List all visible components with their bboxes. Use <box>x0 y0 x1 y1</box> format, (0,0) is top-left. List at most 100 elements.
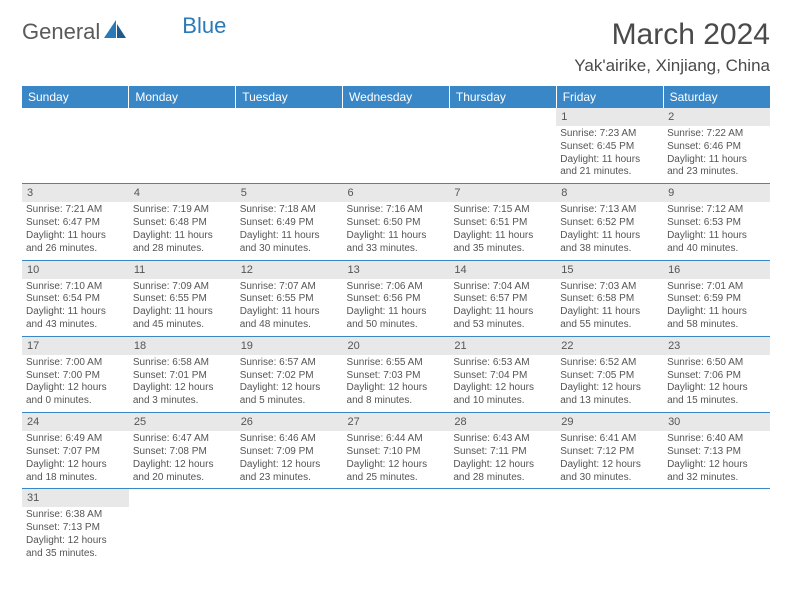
day-info: Sunrise: 6:57 AMSunset: 7:02 PMDaylight:… <box>240 357 339 408</box>
calendar-table: SundayMondayTuesdayWednesdayThursdayFrid… <box>22 86 770 565</box>
day-info: Sunrise: 7:01 AMSunset: 6:59 PMDaylight:… <box>667 281 766 332</box>
weekday-header: Monday <box>129 86 236 108</box>
day-number: 14 <box>449 261 556 279</box>
day-info: Sunrise: 6:47 AMSunset: 7:08 PMDaylight:… <box>133 433 232 484</box>
sunset-line: Sunset: 7:09 PM <box>240 446 339 459</box>
daylight-line: Daylight: 11 hours and 50 minutes. <box>347 306 446 332</box>
sunrise-line: Sunrise: 7:22 AM <box>667 128 766 141</box>
daylight-line: Daylight: 12 hours and 3 minutes. <box>133 382 232 408</box>
sunset-line: Sunset: 7:05 PM <box>560 370 659 383</box>
day-number: 29 <box>556 413 663 431</box>
sunset-line: Sunset: 7:12 PM <box>560 446 659 459</box>
sunrise-line: Sunrise: 6:57 AM <box>240 357 339 370</box>
day-info: Sunrise: 7:12 AMSunset: 6:53 PMDaylight:… <box>667 204 766 255</box>
calendar-day-cell: 29 Sunrise: 6:41 AMSunset: 7:12 PMDayligh… <box>556 413 663 489</box>
day-info: Sunrise: 6:41 AMSunset: 7:12 PMDaylight:… <box>560 433 659 484</box>
calendar-day-cell: 1Sunrise: 7:23 AMSunset: 6:45 PMDaylight… <box>556 108 663 184</box>
sunset-line: Sunset: 6:48 PM <box>133 217 232 230</box>
weekday-header: Saturday <box>663 86 770 108</box>
sunset-line: Sunset: 6:46 PM <box>667 141 766 154</box>
day-number: 19 <box>236 337 343 355</box>
daylight-line: Daylight: 12 hours and 20 minutes. <box>133 459 232 485</box>
sunrise-line: Sunrise: 6:46 AM <box>240 433 339 446</box>
calendar-empty-cell <box>556 489 663 565</box>
calendar-day-cell: 4Sunrise: 7:19 AMSunset: 6:48 PMDaylight… <box>129 184 236 260</box>
daylight-line: Daylight: 11 hours and 38 minutes. <box>560 230 659 256</box>
sunrise-line: Sunrise: 7:07 AM <box>240 281 339 294</box>
day-info: Sunrise: 6:40 AMSunset: 7:13 PMDaylight:… <box>667 433 766 484</box>
day-info: Sunrise: 7:10 AMSunset: 6:54 PMDaylight:… <box>26 281 125 332</box>
day-number: 1 <box>556 108 663 126</box>
day-number: 30 <box>663 413 770 431</box>
day-number: 13 <box>343 261 450 279</box>
daylight-line: Daylight: 12 hours and 5 minutes. <box>240 382 339 408</box>
sunrise-line: Sunrise: 7:13 AM <box>560 204 659 217</box>
calendar-day-cell: 23Sunrise: 6:50 AMSunset: 7:06 PMDayligh… <box>663 336 770 412</box>
sunset-line: Sunset: 6:59 PM <box>667 293 766 306</box>
calendar-empty-cell <box>236 489 343 565</box>
day-info: Sunrise: 6:46 AMSunset: 7:09 PMDaylight:… <box>240 433 339 484</box>
calendar-day-cell: 27Sunrise: 6:44 AMSunset: 7:10 PMDayligh… <box>343 413 450 489</box>
month-title: March 2024 <box>574 18 770 52</box>
day-info: Sunrise: 6:55 AMSunset: 7:03 PMDaylight:… <box>347 357 446 408</box>
sunrise-line: Sunrise: 7:12 AM <box>667 204 766 217</box>
day-info: Sunrise: 7:13 AMSunset: 6:52 PMDaylight:… <box>560 204 659 255</box>
location: Yak'airike, Xinjiang, China <box>574 56 770 76</box>
sail-icon <box>102 18 130 45</box>
day-number: 6 <box>343 184 450 202</box>
daylight-line: Daylight: 12 hours and 32 minutes. <box>667 459 766 485</box>
calendar-week-row: 31Sunrise: 6:38 AMSunset: 7:13 PMDayligh… <box>22 489 770 565</box>
weekday-header: Sunday <box>22 86 129 108</box>
day-info: Sunrise: 7:04 AMSunset: 6:57 PMDaylight:… <box>453 281 552 332</box>
day-number: 8 <box>556 184 663 202</box>
calendar-day-cell: 14 Sunrise: 7:04 AMSunset: 6:57 PMDayligh… <box>449 260 556 336</box>
daylight-line: Daylight: 12 hours and 25 minutes. <box>347 459 446 485</box>
sunrise-line: Sunrise: 7:15 AM <box>453 204 552 217</box>
calendar-week-row: 10Sunrise: 7:10 AMSunset: 6:54 PMDayligh… <box>22 260 770 336</box>
daylight-line: Daylight: 11 hours and 35 minutes. <box>453 230 552 256</box>
day-info: Sunrise: 7:03 AMSunset: 6:58 PMDaylight:… <box>560 281 659 332</box>
calendar-week-row: 1Sunrise: 7:23 AMSunset: 6:45 PMDaylight… <box>22 108 770 184</box>
sunrise-line: Sunrise: 6:38 AM <box>26 509 125 522</box>
calendar-day-cell: 28Sunrise: 6:43 AMSunset: 7:11 PMDayligh… <box>449 413 556 489</box>
day-number: 18 <box>129 337 236 355</box>
daylight-line: Daylight: 12 hours and 15 minutes. <box>667 382 766 408</box>
calendar-header-row: SundayMondayTuesdayWednesdayThursdayFrid… <box>22 86 770 108</box>
calendar-empty-cell <box>663 489 770 565</box>
sunset-line: Sunset: 7:01 PM <box>133 370 232 383</box>
sunrise-line: Sunrise: 6:49 AM <box>26 433 125 446</box>
sunset-line: Sunset: 7:07 PM <box>26 446 125 459</box>
daylight-line: Daylight: 11 hours and 40 minutes. <box>667 230 766 256</box>
calendar-day-cell: 31Sunrise: 6:38 AMSunset: 7:13 PMDayligh… <box>22 489 129 565</box>
sunrise-line: Sunrise: 6:55 AM <box>347 357 446 370</box>
header: General Blue March 2024 Yak'airike, Xinj… <box>22 18 770 76</box>
calendar-day-cell: 15Sunrise: 7:03 AMSunset: 6:58 PMDayligh… <box>556 260 663 336</box>
calendar-day-cell: 3Sunrise: 7:21 AMSunset: 6:47 PMDaylight… <box>22 184 129 260</box>
daylight-line: Daylight: 11 hours and 21 minutes. <box>560 154 659 180</box>
calendar-day-cell: 5Sunrise: 7:18 AMSunset: 6:49 PMDaylight… <box>236 184 343 260</box>
day-number: 31 <box>22 489 129 507</box>
sunset-line: Sunset: 6:45 PM <box>560 141 659 154</box>
sunrise-line: Sunrise: 7:18 AM <box>240 204 339 217</box>
sunrise-line: Sunrise: 7:01 AM <box>667 281 766 294</box>
daylight-line: Daylight: 12 hours and 30 minutes. <box>560 459 659 485</box>
day-info: Sunrise: 7:00 AMSunset: 7:00 PMDaylight:… <box>26 357 125 408</box>
sunset-line: Sunset: 7:13 PM <box>667 446 766 459</box>
weekday-header: Thursday <box>449 86 556 108</box>
day-info: Sunrise: 7:19 AMSunset: 6:48 PMDaylight:… <box>133 204 232 255</box>
sunrise-line: Sunrise: 6:58 AM <box>133 357 232 370</box>
daylight-line: Daylight: 11 hours and 23 minutes. <box>667 154 766 180</box>
day-info: Sunrise: 7:06 AMSunset: 6:56 PMDaylight:… <box>347 281 446 332</box>
calendar-day-cell: 16Sunrise: 7:01 AMSunset: 6:59 PMDayligh… <box>663 260 770 336</box>
day-number: 17 <box>22 337 129 355</box>
day-number: 2 <box>663 108 770 126</box>
sunrise-line: Sunrise: 6:43 AM <box>453 433 552 446</box>
weekday-header: Tuesday <box>236 86 343 108</box>
logo-text-general: General <box>22 19 100 45</box>
day-number: 25 <box>129 413 236 431</box>
day-info: Sunrise: 6:52 AMSunset: 7:05 PMDaylight:… <box>560 357 659 408</box>
calendar-day-cell: 21Sunrise: 6:53 AMSunset: 7:04 PMDayligh… <box>449 336 556 412</box>
daylight-line: Daylight: 12 hours and 0 minutes. <box>26 382 125 408</box>
sunrise-line: Sunrise: 6:50 AM <box>667 357 766 370</box>
sunset-line: Sunset: 6:51 PM <box>453 217 552 230</box>
